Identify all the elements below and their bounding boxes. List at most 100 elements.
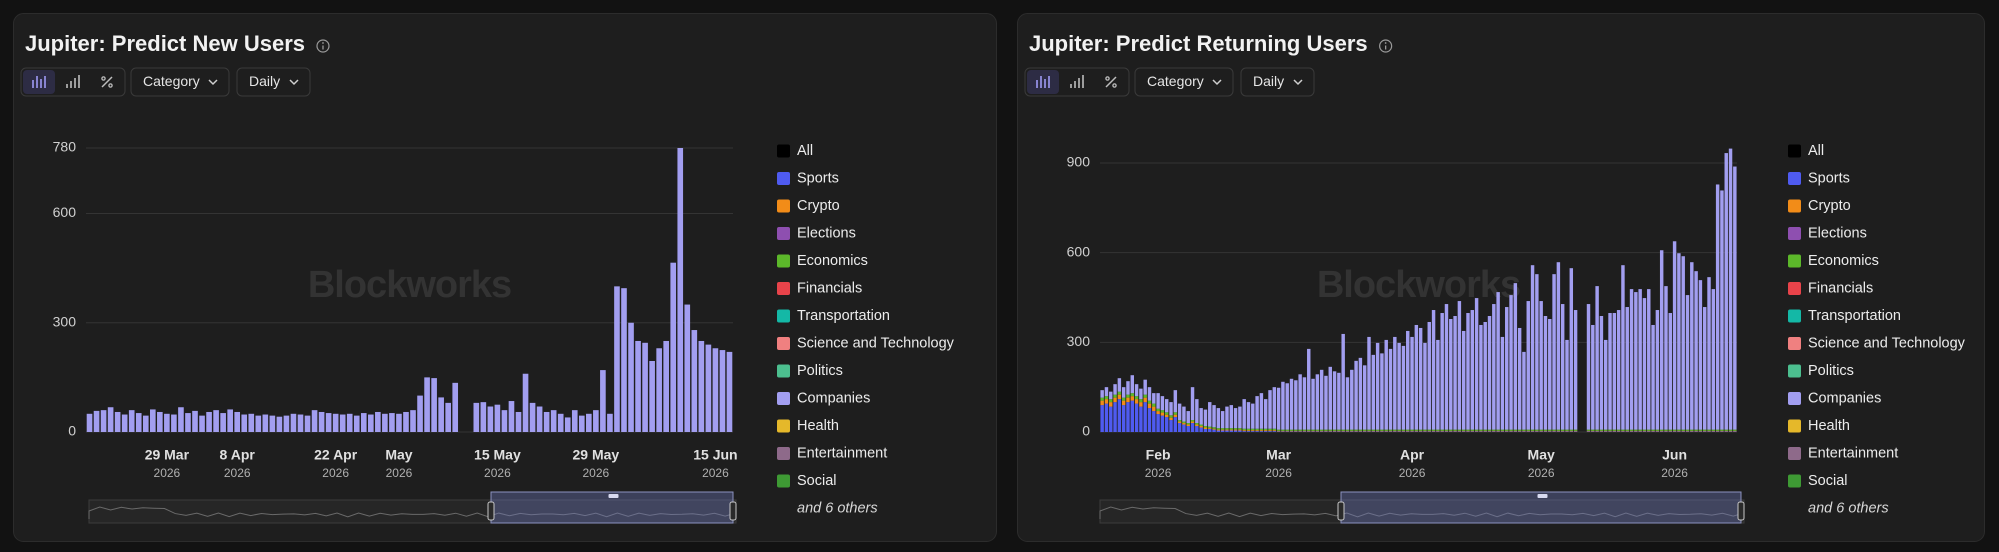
- bar-segment: [670, 262, 677, 432]
- navigator-preview: [1099, 506, 1745, 519]
- legend-item[interactable]: Financials: [1788, 280, 1873, 296]
- bar-segment: [1427, 429, 1431, 431]
- interval-dropdown[interactable]: Daily: [1240, 67, 1315, 97]
- percent-button[interactable]: [1105, 76, 1117, 88]
- legend-item[interactable]: Science and Technology: [1788, 335, 1966, 351]
- x-tick-label: 8 Apr: [220, 447, 256, 463]
- bar-segment: [1255, 430, 1259, 432]
- bar-segment: [1190, 421, 1195, 424]
- bar-segment: [1345, 431, 1350, 432]
- legend-swatch: [777, 144, 790, 158]
- dropdown-box: [130, 67, 230, 97]
- legend-label: Companies: [1808, 390, 1881, 406]
- legend-item[interactable]: Health: [1788, 418, 1850, 434]
- bar-segment: [1479, 429, 1483, 431]
- bar-segment: [1307, 429, 1311, 431]
- bar-segment: [1702, 429, 1707, 431]
- legend-item[interactable]: Crypto: [1788, 198, 1851, 214]
- legend-item[interactable]: Companies: [1788, 390, 1881, 406]
- bar-segment: [1332, 430, 1337, 432]
- legend-item[interactable]: Politics: [1788, 363, 1854, 379]
- bar-segment: [1608, 430, 1612, 432]
- bar-segment: [1315, 431, 1320, 432]
- legend-item[interactable]: Transportation: [1788, 308, 1901, 324]
- legend-item[interactable]: Social: [777, 473, 837, 489]
- legend-item[interactable]: Science and Technology: [777, 335, 955, 351]
- legend-item[interactable]: Sports: [777, 170, 839, 186]
- bar-segment: [1604, 339, 1608, 430]
- interval-dropdown[interactable]: Daily: [236, 67, 311, 97]
- bar-segment: [1543, 316, 1548, 430]
- info-icon[interactable]: [316, 39, 330, 53]
- navigator-grip[interactable]: [1537, 494, 1548, 498]
- navigator-handle[interactable]: [1337, 501, 1345, 521]
- stacked-bar-button[interactable]: [1070, 75, 1084, 88]
- bar-segment: [1702, 430, 1707, 432]
- legend-item[interactable]: Entertainment: [1788, 445, 1898, 461]
- legend-item[interactable]: Elections: [1788, 225, 1867, 241]
- navigator-handle[interactable]: [1737, 501, 1745, 521]
- legend-item[interactable]: Social: [1788, 473, 1848, 489]
- legend-item[interactable]: All: [777, 143, 813, 159]
- bar-segment: [1126, 394, 1130, 398]
- bar-segment: [1345, 377, 1350, 430]
- legend-item[interactable]: Entertainment: [777, 445, 887, 461]
- bar-segment: [438, 397, 444, 432]
- bar-segment: [1285, 429, 1289, 431]
- category-dropdown[interactable]: Category: [130, 67, 230, 97]
- navigator-grip[interactable]: [608, 494, 619, 498]
- legend-item[interactable]: Health: [777, 418, 839, 434]
- category-dropdown[interactable]: Category: [1134, 67, 1234, 97]
- bar-segment: [1655, 310, 1660, 430]
- panel-background: [1017, 13, 1985, 542]
- legend-item[interactable]: All: [1788, 143, 1824, 159]
- bar-chart-button[interactable]: [1036, 76, 1050, 88]
- bar-segment: [1380, 431, 1384, 432]
- bar-segment: [1216, 430, 1221, 432]
- bar-segment: [1164, 412, 1169, 415]
- bar-segment: [142, 415, 149, 432]
- bar-segment: [199, 415, 205, 432]
- legend-item[interactable]: Financials: [777, 280, 862, 296]
- bar-segment: [1556, 429, 1561, 431]
- bar-chart-button[interactable]: [32, 76, 46, 88]
- legend-item[interactable]: Sports: [1788, 170, 1850, 186]
- x-tick-label: 29 Mar: [145, 447, 190, 463]
- bar-segment: [1625, 431, 1629, 432]
- bar-segment: [1147, 408, 1152, 432]
- bar-segment: [1371, 431, 1376, 432]
- bar-segment: [1358, 430, 1363, 432]
- bar-segment: [1285, 383, 1289, 430]
- bar-segment: [1569, 430, 1574, 432]
- navigator-handle[interactable]: [729, 501, 737, 521]
- bar-segment: [1552, 431, 1556, 432]
- legend-more[interactable]: and 6 others: [797, 500, 878, 516]
- bar-segment: [1294, 431, 1298, 432]
- bar-segment: [1509, 295, 1513, 430]
- bar-segment: [1139, 402, 1143, 407]
- legend-item[interactable]: Elections: [777, 225, 856, 241]
- dropdown-box: [1134, 67, 1234, 97]
- legend-item[interactable]: Crypto: [777, 198, 840, 214]
- bar-segment: [1225, 430, 1229, 432]
- stacked-bar-button[interactable]: [66, 75, 80, 88]
- bar-segment: [1354, 360, 1358, 430]
- bar-segment: [1143, 402, 1147, 432]
- legend-more[interactable]: and 6 others: [1808, 500, 1889, 516]
- legend-item[interactable]: Economics: [1788, 253, 1879, 269]
- info-icon[interactable]: [1379, 39, 1393, 53]
- bar-segment: [1591, 324, 1595, 430]
- bar-segment: [1302, 429, 1307, 431]
- bar-segment: [1350, 431, 1354, 432]
- bar-segment: [494, 404, 501, 432]
- percent-button[interactable]: [101, 76, 113, 88]
- legend-item[interactable]: Transportation: [777, 308, 890, 324]
- bar-segment: [1367, 430, 1371, 432]
- bar-segment: [1100, 400, 1104, 406]
- legend-item[interactable]: Economics: [777, 253, 868, 269]
- legend-item[interactable]: Politics: [777, 363, 843, 379]
- legend-item[interactable]: Companies: [777, 390, 870, 406]
- bar-segment: [677, 148, 684, 432]
- navigator-handle[interactable]: [487, 501, 495, 521]
- bar-segment: [1294, 380, 1298, 430]
